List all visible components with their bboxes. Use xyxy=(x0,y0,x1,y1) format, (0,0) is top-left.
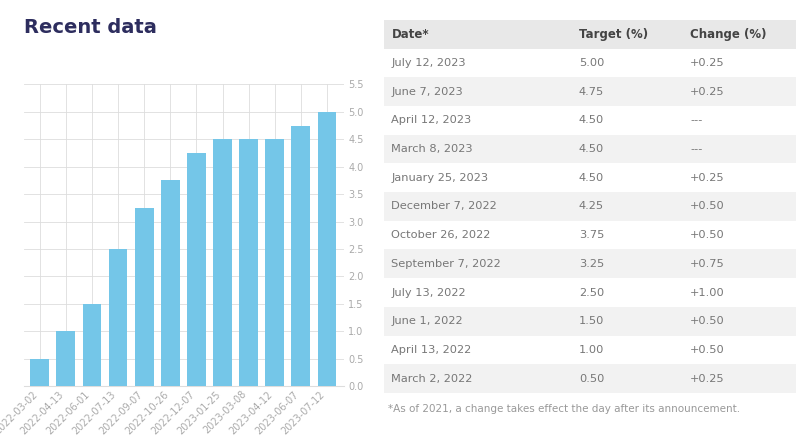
Bar xyxy=(384,135,571,163)
Text: +0.50: +0.50 xyxy=(690,202,725,211)
Text: +0.25: +0.25 xyxy=(690,87,725,97)
Text: 4.25: 4.25 xyxy=(579,202,604,211)
Text: March 8, 2023: March 8, 2023 xyxy=(391,144,473,154)
Text: ---: --- xyxy=(690,144,702,154)
Bar xyxy=(571,221,682,250)
Bar xyxy=(384,278,571,307)
Bar xyxy=(384,20,571,49)
Bar xyxy=(384,250,571,278)
Bar xyxy=(384,221,571,250)
Bar xyxy=(109,249,127,386)
Text: +0.75: +0.75 xyxy=(690,259,725,269)
Bar xyxy=(56,331,75,386)
Bar xyxy=(571,336,682,364)
Text: 0.50: 0.50 xyxy=(579,373,604,384)
Bar xyxy=(213,139,232,386)
Bar xyxy=(682,49,796,77)
Bar xyxy=(30,359,49,386)
Bar xyxy=(384,192,571,221)
Bar xyxy=(682,278,796,307)
Bar xyxy=(682,192,796,221)
Bar xyxy=(384,364,571,393)
Text: October 26, 2022: October 26, 2022 xyxy=(391,230,490,240)
Text: June 1, 2022: June 1, 2022 xyxy=(391,316,463,326)
Bar xyxy=(384,336,571,364)
Text: April 12, 2023: April 12, 2023 xyxy=(391,115,472,125)
Text: ---: --- xyxy=(690,115,702,125)
Text: September 7, 2022: September 7, 2022 xyxy=(391,259,501,269)
Bar xyxy=(571,307,682,336)
Text: 2.50: 2.50 xyxy=(579,288,604,297)
Text: +1.00: +1.00 xyxy=(690,288,725,297)
Bar xyxy=(571,250,682,278)
Text: Change (%): Change (%) xyxy=(690,28,766,41)
Text: 3.25: 3.25 xyxy=(579,259,604,269)
Bar xyxy=(384,307,571,336)
Text: Recent data: Recent data xyxy=(24,18,157,37)
Bar xyxy=(682,106,796,135)
Bar xyxy=(682,20,796,49)
Text: 4.50: 4.50 xyxy=(579,115,604,125)
Bar xyxy=(384,77,571,106)
Text: +0.25: +0.25 xyxy=(690,373,725,384)
Bar xyxy=(571,49,682,77)
Bar xyxy=(571,163,682,192)
Bar xyxy=(571,364,682,393)
Text: Target (%): Target (%) xyxy=(579,28,648,41)
Bar xyxy=(682,250,796,278)
Text: January 25, 2023: January 25, 2023 xyxy=(391,173,489,183)
Bar xyxy=(682,364,796,393)
Bar xyxy=(682,163,796,192)
Text: December 7, 2022: December 7, 2022 xyxy=(391,202,497,211)
Text: +0.50: +0.50 xyxy=(690,345,725,355)
Bar xyxy=(571,278,682,307)
Text: +0.25: +0.25 xyxy=(690,173,725,183)
Text: 1.00: 1.00 xyxy=(579,345,604,355)
Bar xyxy=(571,192,682,221)
Bar xyxy=(384,163,571,192)
Text: June 7, 2023: June 7, 2023 xyxy=(391,87,463,97)
Bar xyxy=(266,139,284,386)
Text: 1.50: 1.50 xyxy=(579,316,604,326)
Text: July 13, 2022: July 13, 2022 xyxy=(391,288,466,297)
Bar xyxy=(571,106,682,135)
Text: April 13, 2022: April 13, 2022 xyxy=(391,345,472,355)
Text: March 2, 2022: March 2, 2022 xyxy=(391,373,473,384)
Bar xyxy=(682,307,796,336)
Bar xyxy=(571,77,682,106)
Bar xyxy=(291,126,310,386)
Bar xyxy=(187,153,206,386)
Text: July 12, 2023: July 12, 2023 xyxy=(391,58,466,68)
Bar xyxy=(682,336,796,364)
Bar xyxy=(571,20,682,49)
Text: 3.75: 3.75 xyxy=(579,230,604,240)
Text: *As of 2021, a change takes effect the day after its announcement.: *As of 2021, a change takes effect the d… xyxy=(388,404,740,414)
Text: 4.50: 4.50 xyxy=(579,144,604,154)
Bar xyxy=(134,208,154,386)
Bar xyxy=(571,135,682,163)
Bar xyxy=(682,135,796,163)
Text: +0.25: +0.25 xyxy=(690,58,725,68)
Bar xyxy=(318,112,337,386)
Text: 4.75: 4.75 xyxy=(579,87,604,97)
Text: +0.50: +0.50 xyxy=(690,316,725,326)
Bar xyxy=(239,139,258,386)
Bar xyxy=(82,304,102,386)
Text: 4.50: 4.50 xyxy=(579,173,604,183)
Bar xyxy=(384,106,571,135)
Bar xyxy=(682,77,796,106)
Text: 5.00: 5.00 xyxy=(579,58,604,68)
Text: Date*: Date* xyxy=(391,28,429,41)
Bar xyxy=(682,221,796,250)
Text: +0.50: +0.50 xyxy=(690,230,725,240)
Bar xyxy=(161,180,180,386)
Bar xyxy=(384,49,571,77)
